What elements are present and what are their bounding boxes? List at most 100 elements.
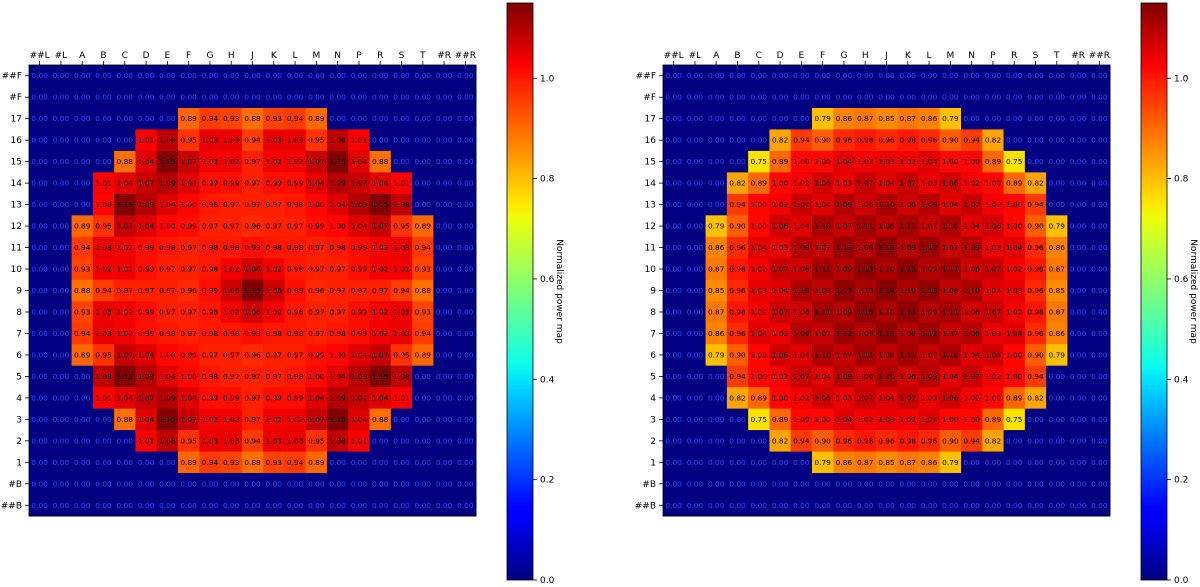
cell-value-label: 0.00 [1027,479,1044,488]
cell-value-label: 0.87 [1049,265,1066,274]
heatmap-cell [241,86,264,109]
heatmap-cell [663,322,685,345]
cell-value-label: 0.00 [687,200,704,209]
cell-value-label: 1.03 [1006,286,1023,295]
colorbar-label: Normalized power map [1188,239,1198,344]
cell-value-label: 0.00 [159,458,176,467]
heatmap-cell [790,365,813,388]
cell-value-label: 0.00 [1049,372,1066,381]
cell-value-label: 1.09 [836,372,853,381]
heatmap-cell [833,473,855,495]
cell-value-label: 0.96 [878,436,895,445]
heatmap-cell [663,365,685,388]
cell-value-label: 0.00 [74,93,91,102]
heatmap-cell [1003,408,1026,431]
heatmap-cell [1067,344,1090,367]
heatmap-cell [29,172,51,195]
cell-value-label: 1.03 [772,329,789,338]
cell-value-label: 0.00 [457,265,474,274]
heatmap-cell [156,172,179,195]
heatmap-cell [875,451,898,474]
cell-value-label: 1.06 [244,265,261,274]
cell-value-label: 0.00 [436,372,453,381]
y-tick-label: 6 [16,351,22,361]
y-tick-label: 1 [650,458,656,468]
heatmap-cell [156,258,179,281]
x-tick-label: ##R [455,51,476,61]
heatmap-cell [1046,279,1068,302]
cell-value-label: 0.97 [244,179,261,188]
heatmap-cell [433,430,456,452]
heatmap-cell [854,387,877,410]
cell-value-label: 1.02 [117,243,133,252]
cell-value-label: 0.00 [1091,350,1108,359]
cell-value-label: 0.00 [266,71,283,80]
heatmap-cell [220,365,243,388]
cell-value-label: 0.00 [665,479,682,488]
cell-value-label: 0.00 [53,350,70,359]
cell-value-label: 1.02 [372,307,388,316]
heatmap-cell [305,65,328,87]
colorbar-tick-label: 0.2 [540,476,554,486]
cell-value-label: 0.95 [308,136,325,145]
heatmap-cell [241,494,264,517]
cell-value-label: 0.00 [985,501,1002,510]
cell-value-label: 0.89 [308,458,325,467]
heatmap-cell [114,494,136,517]
heatmap-cell [92,150,115,173]
x-tick-label: C [122,51,128,61]
cell-value-label: 0.00 [665,307,682,316]
cell-value-label: 0.00 [814,501,831,510]
cell-value-label: 1.09 [138,372,155,381]
cell-value-label: 1.00 [985,393,1002,402]
heatmap-cell [305,172,328,195]
heatmap-cell [833,365,855,388]
heatmap-cell [305,322,328,345]
cell-value-label: 0.00 [244,479,261,488]
cell-value-label: 1.04 [351,157,368,166]
cell-value-label: 0.00 [393,157,410,166]
heatmap-cell [897,258,919,281]
cell-value-label: 1.10 [878,265,895,274]
heatmap-cell [939,279,962,302]
cell-value-label: 0.00 [436,157,453,166]
cell-value-label: 0.00 [665,71,682,80]
heatmap-cell [1046,408,1068,431]
heatmap-cell [875,344,898,367]
y-tick-label: ##B [1,501,22,511]
cell-value-label: 0.85 [878,114,895,123]
cell-value-label: 1.00 [963,157,980,166]
cell-value-label: 0.87 [708,265,725,274]
cell-value-label: 1.04 [329,372,346,381]
heatmap-cell [433,258,456,281]
cell-value-label: 0.00 [53,372,70,381]
cell-value-label: 0.90 [729,222,746,231]
cell-value-label: 0.00 [1091,393,1108,402]
cell-value-label: 1.02 [266,307,282,316]
heatmap-cell [29,107,51,130]
y-tick-label: 12 [645,222,656,232]
heatmap-cell [241,408,264,431]
cell-value-label: 0.00 [159,71,176,80]
cell-value-label: 0.00 [415,436,432,445]
cell-value-label: 0.00 [457,329,474,338]
cell-value-label: 0.95 [180,436,197,445]
heatmap-cell [854,258,877,281]
cell-value-label: 0.87 [857,458,874,467]
heatmap-cell [812,301,834,324]
heatmap-cell [833,215,855,238]
heatmap-cell [327,65,349,87]
cell-value-label: 1.02 [372,265,388,274]
cell-value-label: 0.00 [95,479,112,488]
heatmap-cell [220,129,243,152]
cell-value-label: 1.08 [814,286,831,295]
cell-value-label: 0.00 [244,71,261,80]
cell-value-label: 0.97 [180,307,197,316]
heatmap-cell [684,494,706,517]
heatmap-cell [897,322,919,345]
heatmap-cell [663,258,685,281]
x-tick-label: H [228,51,235,61]
heatmap-cell [135,301,158,324]
heatmap-cell [50,172,72,195]
cell-value-label: 0.00 [1091,200,1108,209]
